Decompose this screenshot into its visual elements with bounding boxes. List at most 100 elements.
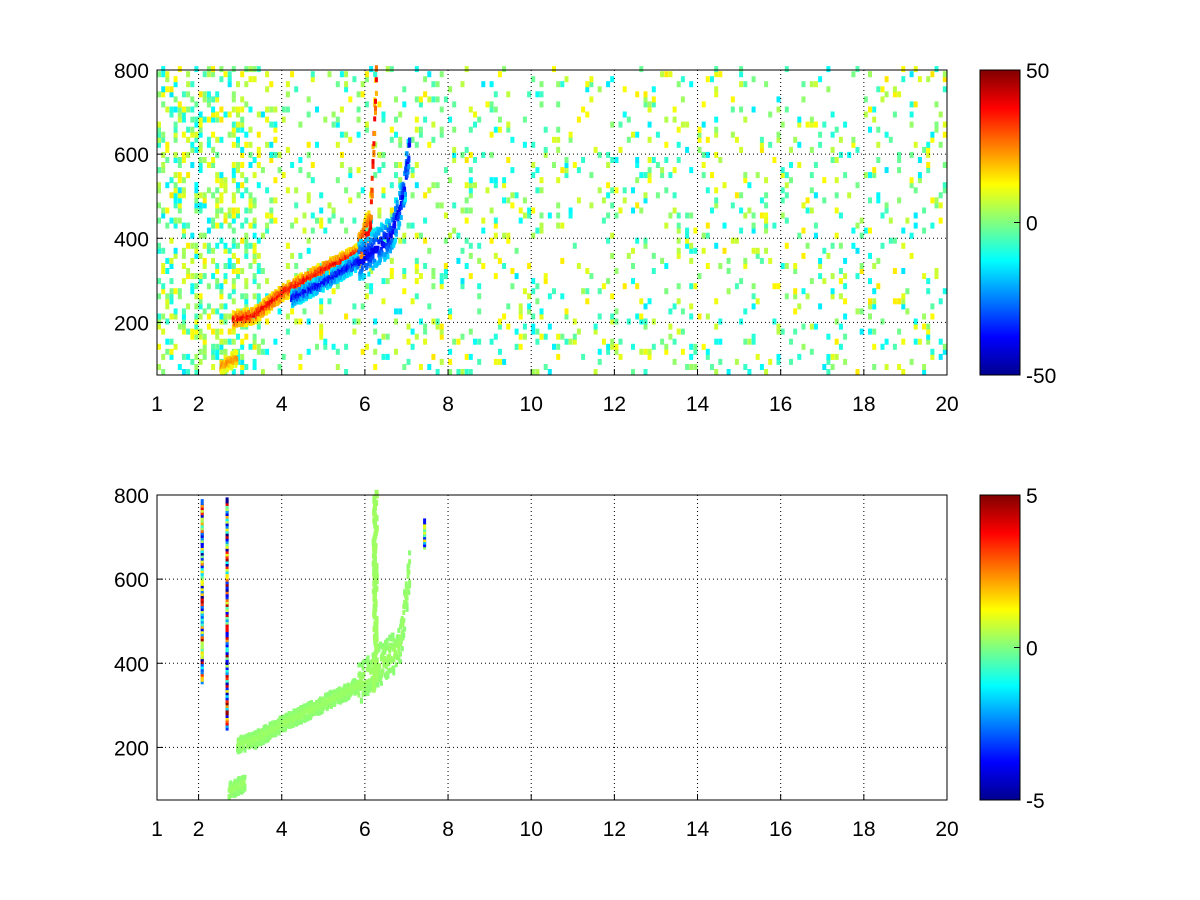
top-noise-cell (223, 273, 228, 280)
top-noise-cell (942, 187, 947, 194)
top-noise-cell (394, 131, 398, 138)
bottom-feature-cell (286, 721, 290, 727)
top-noise-cell (256, 348, 261, 355)
top-feature-cell (356, 263, 360, 269)
top-feature-cell (374, 77, 378, 83)
top-noise-cell (643, 323, 648, 330)
top-noise-cell (219, 136, 224, 143)
top-noise-cell (161, 247, 166, 254)
top-noise-cell (726, 257, 731, 264)
top-noise-cell (689, 283, 694, 290)
top-noise-cell (281, 116, 286, 123)
top-noise-cell (743, 177, 748, 184)
bottom-feature-cell (312, 711, 316, 717)
bottom-x-tick-label: 4 (276, 818, 288, 841)
top-noise-cell (364, 293, 369, 300)
top-noise-cell (872, 343, 877, 350)
top-noise-cell (880, 212, 885, 219)
top-noise-cell (252, 217, 257, 224)
top-noise-cell (897, 197, 902, 204)
top-noise-cell (223, 318, 228, 325)
top-noise-cell (730, 237, 735, 244)
top-noise-cell (435, 369, 440, 375)
top-noise-cell (190, 288, 195, 295)
top-noise-cell (543, 146, 548, 153)
top-noise-cell (410, 343, 415, 350)
top-noise-cell (830, 293, 835, 300)
top-noise-cell (356, 91, 361, 98)
top-noise-cell (381, 187, 386, 194)
bottom-feature-cell (407, 562, 411, 568)
top-noise-cell (431, 182, 436, 189)
top-feature-cell (372, 150, 376, 155)
top-noise-cell (181, 111, 186, 118)
top-noise-cell (805, 207, 810, 214)
top-feature-cell (369, 237, 373, 243)
top-noise-cell (181, 323, 186, 330)
top-noise-cell (256, 162, 261, 168)
top-noise-cell (302, 227, 307, 234)
top-noise-cell (198, 348, 203, 355)
top-noise-cell (157, 121, 161, 128)
top-noise-cell (930, 348, 935, 355)
top-noise-cell (793, 288, 798, 295)
top-feature-cell (349, 267, 353, 273)
bottom-feature-cell (384, 674, 388, 680)
top-noise-cell (489, 81, 494, 88)
top-noise-cell (651, 318, 656, 325)
top-noise-cell (177, 323, 182, 330)
top-noise-cell (327, 71, 332, 78)
top-noise-cell (639, 298, 644, 305)
top-noise-cell (872, 303, 877, 310)
top-noise-cell (776, 323, 781, 330)
top-noise-cell (747, 369, 752, 375)
top-noise-cell (689, 247, 694, 254)
bottom-feature-cell (339, 699, 343, 705)
top-noise-cell (743, 338, 748, 345)
top-noise-cell (635, 202, 640, 209)
top-noise-cell (813, 81, 818, 88)
top-noise-cell (173, 192, 178, 199)
bottom-feature-cell (365, 685, 369, 691)
top-noise-cell (618, 353, 623, 360)
top-noise-cell (215, 343, 220, 350)
bottom-feature-cell (265, 728, 269, 734)
bottom-x-tick-label: 12 (603, 818, 626, 841)
top-feature-cell (389, 248, 392, 254)
top-noise-cell (460, 333, 465, 340)
top-noise-cell (377, 101, 382, 108)
top-noise-cell (776, 96, 781, 103)
top-noise-cell (177, 364, 182, 370)
top-feature-cell (389, 226, 393, 231)
bottom-feature-cell (357, 692, 361, 698)
top-noise-cell (464, 182, 469, 189)
top-noise-cell (227, 71, 232, 78)
top-noise-cell (606, 278, 611, 285)
top-noise-cell (306, 268, 311, 274)
top-noise-cell (934, 101, 939, 108)
top-noise-cell (157, 167, 161, 174)
top-noise-cell (610, 157, 615, 163)
top-noise-cell (315, 343, 319, 350)
top-feature-cell (336, 266, 340, 271)
top-noise-cell (244, 177, 249, 184)
top-feature-cell (363, 218, 367, 224)
bottom-feature-cell (366, 661, 370, 666)
top-noise-cell (190, 146, 195, 153)
top-noise-cell (173, 217, 178, 224)
top-noise-cell (248, 222, 253, 229)
top-noise-cell (672, 106, 677, 113)
top-noise-cell (352, 318, 357, 325)
top-noise-cell (942, 76, 947, 83)
top-noise-cell (610, 293, 615, 300)
top-noise-cell (381, 111, 386, 118)
top-feature-cell (316, 263, 320, 269)
top-noise-cell (161, 369, 166, 375)
top-noise-cell (897, 157, 902, 163)
top-noise-cell (468, 182, 473, 189)
top-noise-cell (705, 263, 710, 269)
top-feature-cell (374, 245, 377, 251)
top-noise-cell (190, 273, 195, 280)
top-noise-cell (826, 369, 831, 375)
